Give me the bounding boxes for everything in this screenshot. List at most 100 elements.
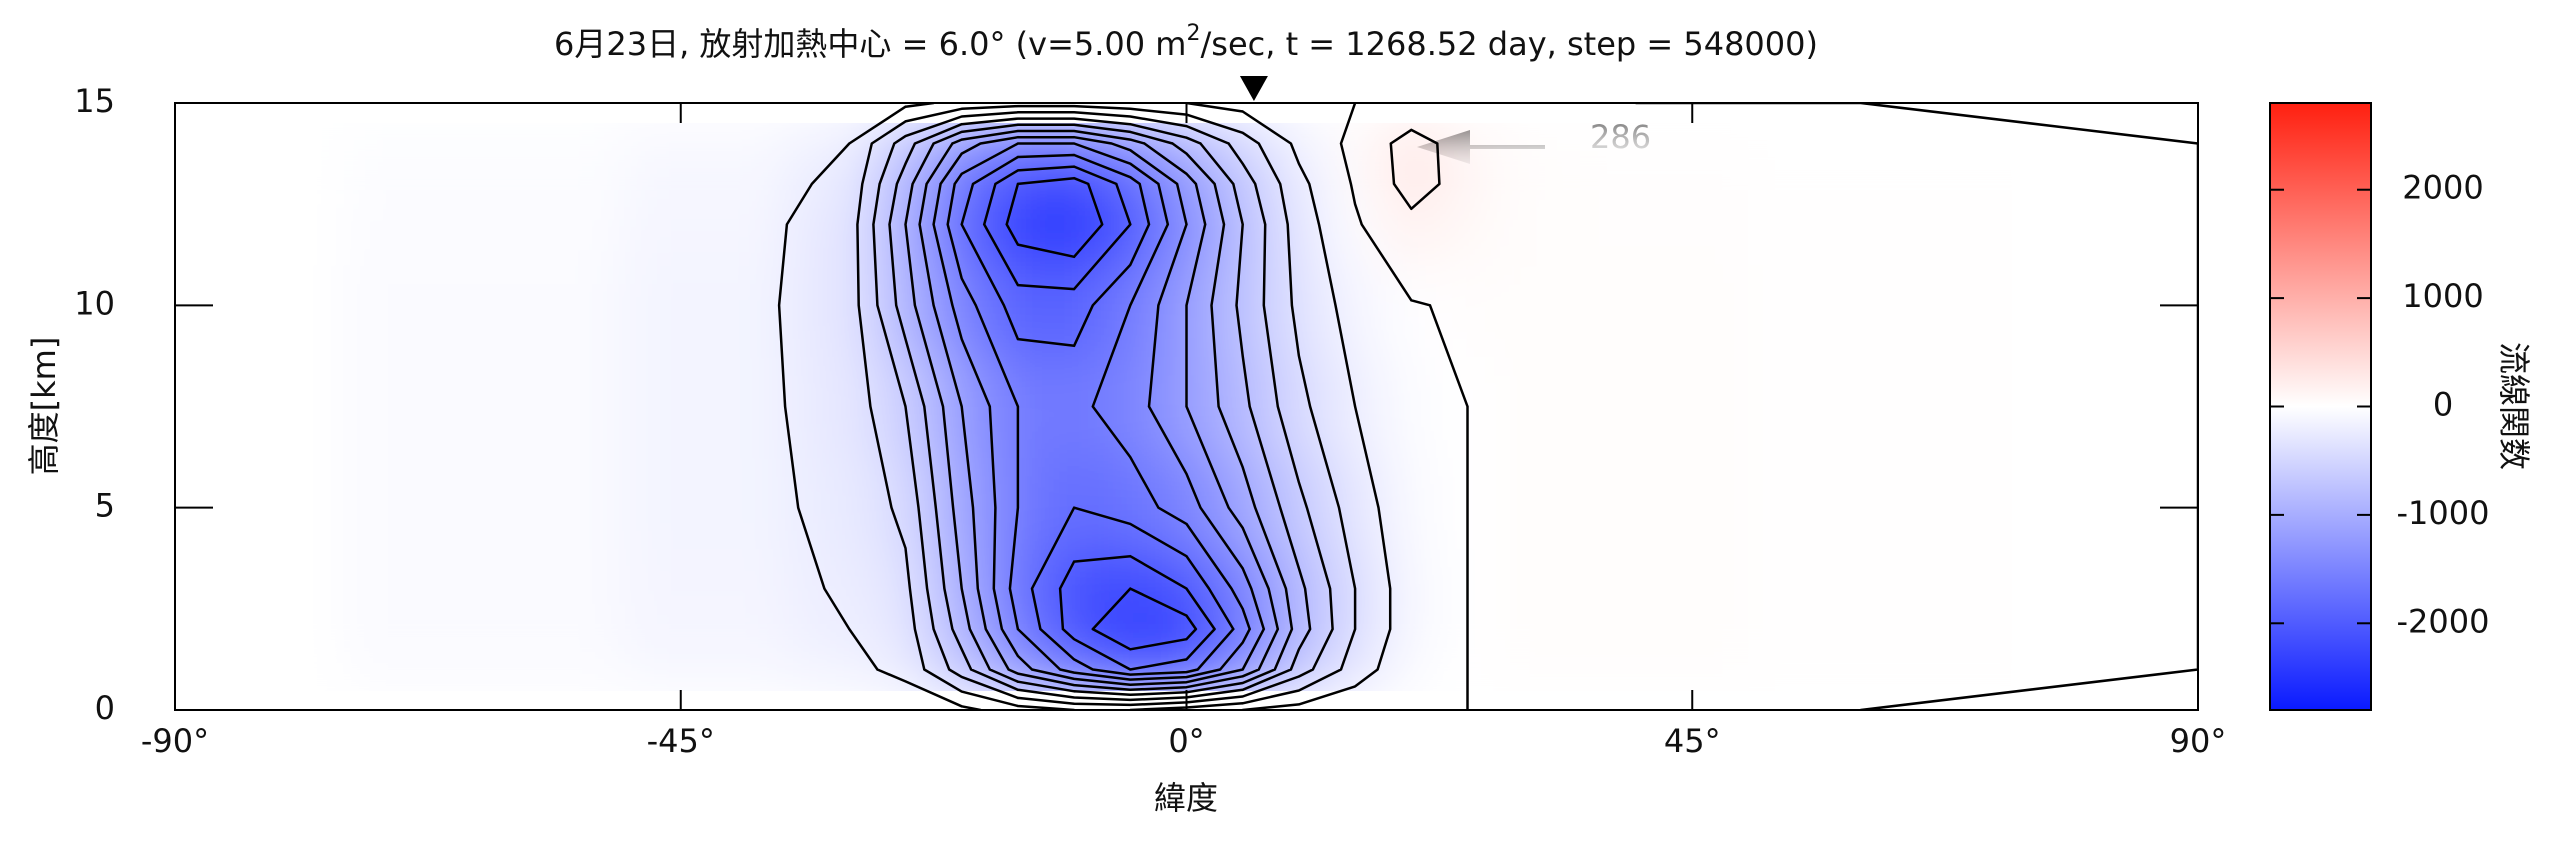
heat-cell [989,548,1048,610]
heat-cell [2029,608,2198,651]
colorbar-tick-label: -1000 [2397,494,2490,532]
contour-line [960,153,1235,676]
heat-cell [1326,457,1385,550]
heat-cell [1579,264,1750,357]
heat-cell [1495,457,1581,550]
plot-area [175,103,2198,710]
heat-cell [1495,163,1581,206]
heat-cell [933,608,991,651]
colorbar-tick-label: -2000 [2397,602,2490,640]
heat-cell [343,355,626,459]
heat-cell [2029,649,2198,691]
heat-cell [1748,457,2031,550]
heat-cell [624,548,795,610]
heat-cell [1383,548,1441,610]
heat-cell [1102,608,1160,651]
title-part: /sec, t = 1268.52 day, step = 548000) [1200,25,1818,63]
colorbar-tick-label: 1000 [2402,277,2483,315]
contour-line [1005,176,1198,651]
heat-cell [624,123,795,165]
contour-line [982,165,1216,671]
heat-cell [1495,649,1581,691]
heat-cell [933,457,991,550]
heat-cell [1383,355,1441,459]
x-axis-label: 緯度 [1154,779,1218,817]
heat-cell [1158,649,1216,691]
heat-cell [624,264,795,357]
contour-line [1389,128,1441,211]
heat-cell [1326,163,1385,206]
heating-center-marker [1239,76,1268,101]
heat-cell [1748,355,2031,459]
heat-cell [2029,123,2198,165]
heat-cell [793,204,879,266]
heat-cell [1495,355,1581,459]
heat-cell [1158,123,1216,165]
heat-cell [1270,264,1328,357]
heat-cell [1748,608,2031,651]
heat-cell [1495,548,1581,610]
heat-cell [877,457,935,550]
heat-cell [343,457,626,550]
heat-cell [343,123,626,165]
title-part: 6月23日, 放射加熱中心 = 6.0° (v=5.00 m [554,25,1186,63]
x-tick-label: 0° [1168,722,1204,760]
contour-line [932,135,1266,686]
heat-cell [1439,264,1497,357]
x-tick-label: -90° [141,722,209,760]
y-tick-label: 15 [74,82,115,120]
heat-cell [624,163,795,206]
heat-cell [1748,264,2031,357]
heat-cell [624,204,795,266]
heat-cell [1748,649,2031,691]
heat-cell [793,548,879,610]
x-tick-label: -45° [647,722,715,760]
contour-line [777,103,1392,710]
colorbar-label: 流線関数 [2495,342,2533,470]
heat-cell [933,204,991,266]
heat-cell [1270,457,1328,550]
heat-cell [877,608,935,651]
heat-cell [1158,163,1216,206]
heat-cell [1102,355,1160,459]
heat-cell [343,608,626,651]
heat-cell [175,163,345,206]
heat-cell [1383,649,1441,691]
heat-cell [624,457,795,550]
heat-cell [2029,264,2198,357]
heat-cell [1748,204,2031,266]
y-axis-label: 高度[km] [25,337,63,476]
heat-cell [793,355,879,459]
heat-cell [1270,123,1328,165]
contour-line [946,142,1251,681]
heat-cell [1495,123,1581,165]
heat-cell [1046,457,1104,550]
heat-cell [1748,123,2031,165]
heat-cell [1579,649,1750,691]
heat-cell [1439,163,1497,206]
heat-cell [1383,608,1441,651]
heat-cell [2029,204,2198,266]
colorbar-tick-label: 0 [2433,386,2453,424]
heat-cell [175,264,345,357]
contour-line [1339,103,2198,710]
heat-cell [175,649,345,691]
heat-cell [343,204,626,266]
heat-cell [1214,123,1272,165]
heat-cell [343,264,626,357]
heat-cell [1326,204,1385,266]
heat-cell [1579,163,1750,206]
heat-cell [1270,355,1328,459]
x-tick-label: 90° [2170,722,2227,760]
heat-cell [2029,163,2198,206]
heat-cell [1214,163,1272,206]
heat-cell [175,608,345,651]
heat-cell [1214,355,1272,459]
heat-cell [343,649,626,691]
heat-cell [1439,204,1497,266]
heat-cell [1046,548,1104,610]
heat-cell [343,163,626,206]
colorbar [2269,102,2372,711]
heat-cell [624,649,795,691]
